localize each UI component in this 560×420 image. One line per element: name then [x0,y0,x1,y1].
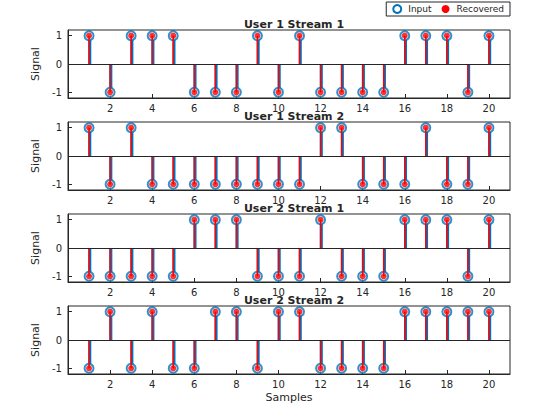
svg-text:18: 18 [440,195,453,206]
svg-text:4: 4 [149,287,155,298]
svg-text:6: 6 [191,195,197,206]
svg-text:User 2 Stream 1: User 2 Stream 1 [244,202,344,215]
svg-text:14: 14 [356,287,369,298]
svg-text:20: 20 [483,103,496,114]
svg-text:0: 0 [56,59,62,70]
svg-text:1: 1 [56,122,62,133]
svg-text:4: 4 [149,103,155,114]
svg-text:4: 4 [149,379,155,390]
svg-text:14: 14 [356,103,369,114]
svg-text:-1: -1 [52,87,62,98]
svg-text:20: 20 [483,287,496,298]
svg-text:18: 18 [440,103,453,114]
svg-text:6: 6 [191,103,197,114]
svg-text:User 1 Stream 2: User 1 Stream 2 [244,110,344,123]
svg-text:10: 10 [272,379,285,390]
svg-text:6: 6 [191,379,197,390]
svg-text:20: 20 [483,195,496,206]
svg-text:Signal: Signal [29,323,42,357]
svg-text:User 2 Stream 2: User 2 Stream 2 [244,294,344,307]
svg-text:0: 0 [56,151,62,162]
svg-text:10: 10 [272,102,285,114]
svg-text:0: 0 [56,335,62,346]
svg-text:16: 16 [398,379,411,390]
svg-text:8: 8 [233,195,239,206]
svg-text:12: 12 [314,194,327,206]
svg-text:0: 0 [56,243,62,254]
svg-text:-1: -1 [52,179,62,190]
svg-text:12: 12 [314,102,327,114]
svg-text:6: 6 [191,287,197,298]
svg-text:20: 20 [483,379,496,390]
svg-text:8: 8 [233,103,239,114]
svg-text:Signal: Signal [29,47,42,81]
svg-text:16: 16 [398,195,411,206]
svg-text:18: 18 [440,379,453,390]
svg-text:2: 2 [107,195,113,206]
svg-text:Signal: Signal [29,231,42,265]
svg-text:2: 2 [107,103,113,114]
svg-text:1: 1 [56,214,62,225]
svg-text:10: 10 [272,194,285,206]
svg-text:Input: Input [408,4,432,14]
svg-text:User 1 Stream 1: User 1 Stream 1 [244,18,344,31]
svg-text:14: 14 [356,195,369,206]
svg-text:1: 1 [56,30,62,41]
svg-text:2: 2 [107,287,113,298]
svg-text:8: 8 [233,379,239,390]
svg-text:16: 16 [398,103,411,114]
svg-text:Samples: Samples [266,391,313,404]
svg-text:Signal: Signal [29,139,42,173]
svg-text:12: 12 [314,379,327,390]
svg-text:4: 4 [149,195,155,206]
svg-text:-1: -1 [52,363,62,374]
svg-text:18: 18 [440,287,453,298]
svg-text:10: 10 [272,286,285,298]
svg-text:2: 2 [107,379,113,390]
svg-text:12: 12 [314,286,327,298]
svg-text:1: 1 [56,306,62,317]
svg-text:16: 16 [398,287,411,298]
svg-text:14: 14 [356,379,369,390]
svg-text:8: 8 [233,287,239,298]
svg-text:-1: -1 [52,271,62,282]
svg-text:Recovered: Recovered [457,4,504,14]
